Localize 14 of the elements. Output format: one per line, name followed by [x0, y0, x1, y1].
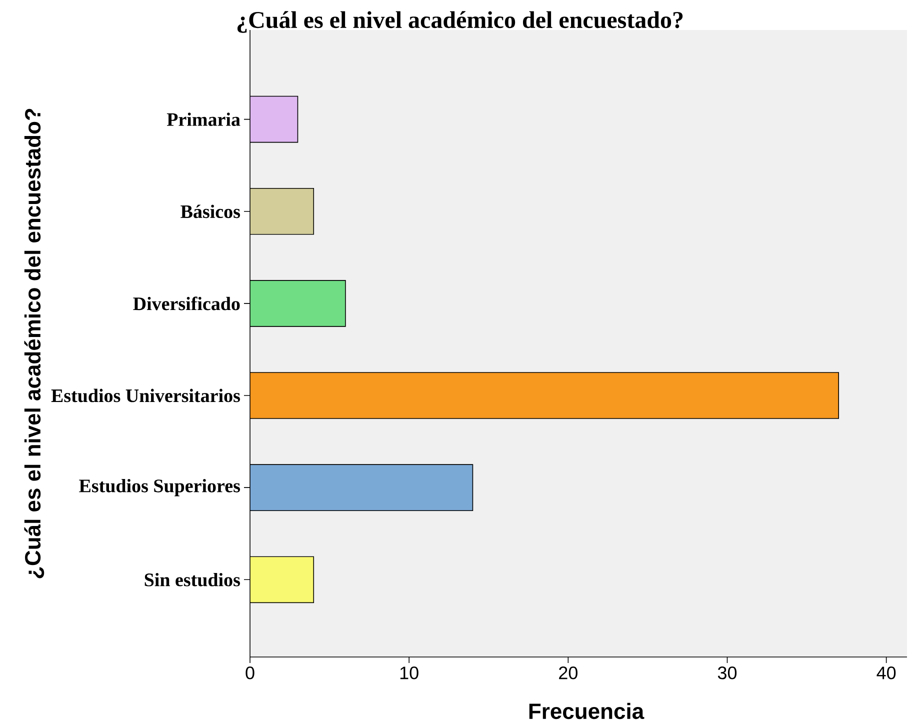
- x-tick-label: 10: [400, 666, 418, 680]
- x-tick-label: 30: [718, 666, 737, 680]
- y-tick-label: Diversificado: [133, 296, 240, 310]
- chart-title: ¿Cuál es el nivel académico del encuestado?: [237, 11, 683, 33]
- x-tick-label: 40: [876, 666, 896, 680]
- y-tick-label: Básicos: [180, 204, 240, 218]
- y-tick-label: Estudios Universitarios: [51, 388, 240, 402]
- y-tick-label: Primaria: [166, 112, 240, 126]
- y-tick-label: Sin estudios: [144, 572, 240, 586]
- x-tick-label: 0: [246, 666, 254, 680]
- y-axis-title: ¿Cuál es el nivel académico del encuestado?: [24, 108, 44, 578]
- y-tick-label: Estudios Superiores: [79, 478, 240, 496]
- x-axis-title: Frecuencia: [529, 702, 644, 720]
- x-tick-label: 20: [559, 666, 578, 680]
